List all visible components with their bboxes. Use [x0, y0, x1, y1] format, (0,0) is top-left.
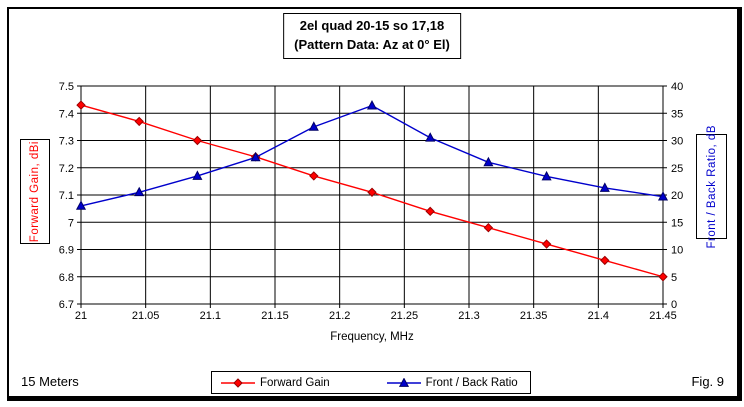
- forward-gain-line-marker-icon: [221, 377, 255, 388]
- svg-text:7.2: 7.2: [59, 163, 74, 175]
- svg-text:21.45: 21.45: [649, 310, 677, 322]
- svg-text:21.4: 21.4: [588, 310, 609, 322]
- svg-text:7.4: 7.4: [59, 108, 74, 120]
- svg-text:6.8: 6.8: [59, 272, 74, 284]
- svg-text:6.7: 6.7: [59, 299, 74, 311]
- right-axis-title-box: Front / Back Ratio, dB: [696, 125, 727, 248]
- chart-title-line2: (Pattern Data: Az at 0° El): [294, 36, 450, 52]
- svg-text:0: 0: [671, 299, 677, 311]
- chart-title-line1: 2el quad 20-15 so 17,18: [299, 18, 445, 33]
- svg-text:6.9: 6.9: [59, 245, 74, 257]
- left-axis-title: Forward Gain, dBi: [29, 140, 41, 243]
- svg-text:21.05: 21.05: [132, 310, 160, 322]
- svg-text:21.35: 21.35: [520, 310, 548, 322]
- svg-text:20: 20: [671, 190, 683, 202]
- legend: Forward Gain Front / Back Ratio: [211, 371, 531, 394]
- svg-text:21.3: 21.3: [458, 310, 479, 322]
- svg-text:21.25: 21.25: [391, 310, 419, 322]
- svg-text:10: 10: [671, 245, 683, 257]
- svg-text:7: 7: [68, 217, 74, 229]
- svg-text:7.3: 7.3: [59, 136, 74, 148]
- legend-item-forward-gain: Forward Gain: [220, 377, 330, 389]
- left-axis-title-box: Forward Gain, dBi: [20, 139, 50, 244]
- svg-text:7.5: 7.5: [59, 81, 74, 93]
- right-axis-title: Front / Back Ratio, dB: [705, 124, 718, 249]
- svg-text:21.2: 21.2: [329, 310, 350, 322]
- svg-text:40: 40: [671, 81, 683, 93]
- legend-label-forward-gain: Forward Gain: [260, 376, 330, 389]
- svg-text:7.1: 7.1: [59, 190, 74, 202]
- legend-label-front-back-ratio: Front / Back Ratio: [425, 376, 518, 389]
- svg-text:21: 21: [75, 310, 87, 322]
- svg-text:25: 25: [671, 163, 683, 175]
- front-back-ratio-line-marker-icon: [386, 377, 421, 387]
- legend-item-front-back-ratio: Front / Back Ratio: [386, 377, 518, 389]
- svg-text:15: 15: [671, 217, 683, 229]
- svg-text:30: 30: [671, 136, 683, 148]
- svg-text:21.1: 21.1: [200, 310, 221, 322]
- chart-title-box: 2el quad 20-15 so 17,18 (Pattern Data: A…: [283, 13, 461, 59]
- x-axis-title: Frequency, MHz: [330, 331, 414, 343]
- band-label: 15 Meters: [21, 374, 79, 389]
- svg-text:5: 5: [671, 272, 677, 284]
- figure-number: Fig. 9: [691, 374, 724, 389]
- svg-text:21.15: 21.15: [261, 310, 289, 322]
- svg-text:35: 35: [671, 108, 683, 120]
